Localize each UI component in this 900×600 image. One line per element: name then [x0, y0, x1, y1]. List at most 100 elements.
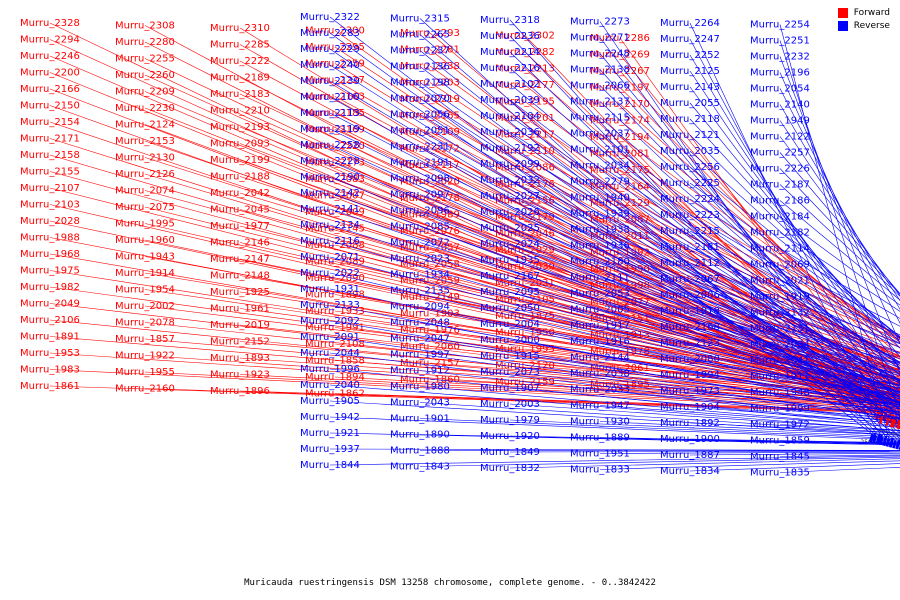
- gene-connector: [509, 99, 900, 399]
- gene-label: Murru_2038: [570, 369, 630, 380]
- gene-connector: [509, 243, 900, 384]
- gene-label: Murru_1989: [400, 210, 460, 221]
- gene-label: Murru_1859: [750, 436, 810, 447]
- gene-label: Murru_2146: [210, 238, 270, 249]
- gene-block: [876, 433, 881, 443]
- gene-label: Murru_2171: [20, 134, 80, 145]
- gene-label: Murru_2257: [750, 148, 810, 159]
- gene-connector: [144, 239, 900, 396]
- gene-connector: [329, 384, 900, 431]
- gene-connector: [239, 258, 900, 391]
- gene-connector: [779, 168, 900, 295]
- gene-connector: [779, 264, 900, 327]
- gene-label: Murru_2047: [390, 334, 450, 345]
- gene-label: Murru_2095: [480, 287, 540, 298]
- gene-connector: [689, 214, 900, 341]
- gene-label: Murru_2110: [495, 146, 555, 157]
- gene-label: Murru_1898: [305, 290, 365, 301]
- gene-label: Murru_2210: [210, 106, 270, 117]
- gene-label: Murru_2200: [20, 68, 80, 79]
- legend-forward-swatch: [837, 8, 848, 18]
- gene-label: Murru_2216: [480, 63, 540, 74]
- gene-connector: [779, 136, 900, 297]
- gene-label: Murru_2004: [480, 319, 540, 330]
- gene-label: Murru_2033: [570, 385, 630, 396]
- gene-label: Murru_2248: [570, 49, 630, 60]
- gene-label: Murru_2107: [20, 183, 80, 194]
- gene-connector: [524, 282, 900, 370]
- gene-label: Murru_1891: [20, 332, 80, 343]
- gene-connector: [779, 344, 900, 375]
- gene-connector: [49, 204, 900, 401]
- gene-connector: [509, 458, 900, 469]
- gene-connector: [429, 296, 900, 382]
- gene-label: Murru_2201: [495, 113, 555, 124]
- gene-label: Murru_2231: [390, 142, 450, 153]
- gene-label: Murru_2255: [115, 54, 175, 65]
- gene-label: Murru_2232: [750, 52, 810, 63]
- gene-label: Murru_2105: [495, 295, 555, 306]
- gene-label: Murru_2138: [570, 65, 630, 76]
- gene-label: Murru_2077: [590, 297, 650, 308]
- gene-label: Murru_2058: [400, 259, 460, 270]
- gene-connector: [509, 163, 900, 382]
- gene-connector: [334, 343, 900, 399]
- gene-connector: [689, 198, 900, 338]
- gene-label: Murru_1991: [305, 323, 365, 334]
- gene-label: Murru_1976: [400, 325, 460, 336]
- gene-label: Murru_2086: [495, 163, 555, 174]
- gene-block: [878, 434, 883, 443]
- gene-label: Murru_2094: [390, 302, 450, 313]
- gene-label: Murru_2322: [300, 12, 360, 23]
- gene-label: Murru_2189: [210, 73, 270, 84]
- genome-caption: Muricauda ruestringensis DSM 13258 chrom…: [244, 578, 656, 588]
- gene-connector: [49, 105, 900, 410]
- gene-connector: [429, 181, 900, 371]
- gene-label: Murru_1930: [570, 417, 630, 428]
- gene-connector: [49, 385, 900, 414]
- gene-label: Murru_2112: [660, 258, 720, 269]
- gene-label: Murru_1834: [660, 466, 720, 477]
- gene-connector: [334, 129, 900, 389]
- gene-label: Murru_2076: [400, 226, 460, 237]
- gene-label: Murru_2170: [590, 99, 650, 110]
- gene-label: Murru_2168: [660, 322, 720, 333]
- gene-connector: [599, 149, 900, 366]
- gene-connector: [509, 259, 900, 386]
- gene-label: Murru_2049: [20, 299, 80, 310]
- gene-label: Murru_2031: [495, 278, 555, 289]
- gene-label: Murru_2009: [305, 207, 365, 218]
- gene-label: Murru_1961: [210, 304, 270, 315]
- gene-block: [872, 432, 877, 442]
- gene-label: Murru_2214: [480, 47, 540, 58]
- gene-connector: [689, 230, 900, 344]
- gene-connector: [239, 126, 900, 396]
- gene-label: Murru_2098: [390, 174, 450, 185]
- gene-connector: [619, 367, 900, 393]
- gene-connector: [49, 154, 900, 404]
- gene-connector: [689, 326, 900, 381]
- gene-connector: [144, 140, 900, 400]
- gene-label: Murru_2177: [495, 80, 555, 91]
- gene-connector: [419, 402, 900, 434]
- gene-label: Murru_1942: [300, 412, 360, 423]
- gene-label: Murru_2070: [390, 94, 450, 105]
- gene-label: Murru_2102: [480, 79, 540, 90]
- gene-label: Murru_2083: [305, 174, 365, 185]
- gene-connector: [49, 187, 900, 402]
- gene-connector: [329, 320, 900, 416]
- gene-connector: [239, 192, 900, 389]
- gene-label: Murru_2039: [480, 95, 540, 106]
- gene-label: Murru_2023: [390, 254, 450, 265]
- gene-connector: [329, 288, 900, 410]
- gene-connector: [144, 338, 900, 405]
- gene-label: Murru_1915: [480, 351, 540, 362]
- gene-label: Murru_2056: [390, 110, 450, 121]
- gene-label: Murru_2125: [660, 66, 720, 77]
- gene-label: Murru_2236: [480, 31, 540, 42]
- gene-label: Murru_2237: [390, 46, 450, 57]
- gene-label: Murru_2141: [300, 204, 360, 215]
- gene-connector: [599, 133, 900, 370]
- gene-label: Murru_1857: [115, 334, 175, 345]
- gene-block: [896, 439, 900, 448]
